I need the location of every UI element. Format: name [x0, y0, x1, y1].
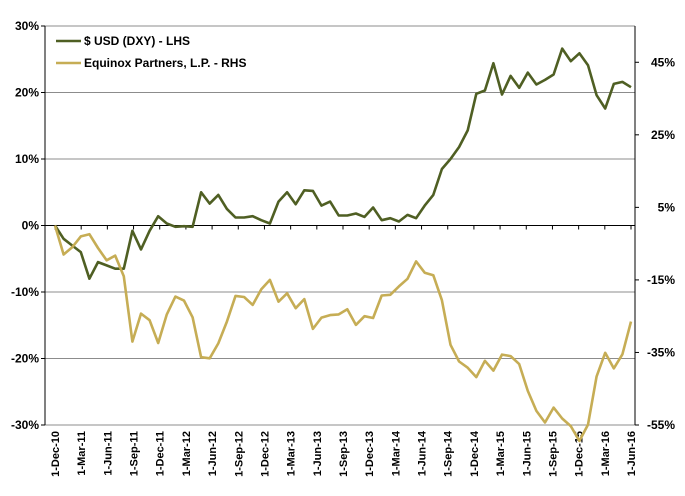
x-tick-label: 1-Mar-16 — [600, 431, 612, 476]
series-line-1 — [53, 225, 633, 443]
x-tick-label: 1-Mar-11 — [76, 431, 88, 476]
x-tick-label: 1-Dec-14 — [469, 430, 481, 477]
series-line-0 — [53, 47, 632, 281]
x-tick-label: 1-Sep-15 — [547, 431, 559, 477]
right-tick-label: -55% — [647, 418, 675, 432]
x-tick-label: 1-Mar-15 — [495, 431, 507, 476]
right-tick-label: 25% — [651, 128, 675, 142]
x-tick-label: 1-Jun-12 — [207, 431, 219, 476]
x-tick-label: 1-Jun-11 — [102, 431, 114, 476]
series-lines — [53, 47, 633, 443]
grid-lines — [45, 25, 635, 426]
x-tick-label: 1-Jun-13 — [312, 431, 324, 476]
x-tick-label: 1-Dec-11 — [155, 431, 167, 476]
right-tick-label: 45% — [651, 55, 675, 69]
left-tick-label: 20% — [15, 86, 39, 100]
x-tick-label: 1-Jun-14 — [417, 430, 429, 476]
x-tick-label: 1-Sep-11 — [129, 431, 141, 476]
right-tick-label: 5% — [658, 200, 676, 214]
right-axis-tick-labels: 45% 25% 5% -15% -35% -55% — [635, 55, 675, 432]
x-tick-label: 1-Mar-13 — [286, 431, 298, 476]
left-tick-label: 10% — [15, 152, 39, 166]
x-tick-label: 1-Dec-13 — [364, 431, 376, 477]
x-tick-label: 1-Sep-14 — [443, 430, 455, 477]
left-axis-tick-labels: 30% 20% 10% 0% -10% -20% -30% — [11, 19, 45, 432]
x-tick-label: 1-Sep-13 — [338, 431, 350, 477]
left-tick-label: -10% — [11, 285, 39, 299]
left-tick-label: 0% — [22, 219, 40, 233]
x-tick-label: 1-Jun-16 — [626, 431, 638, 476]
legend: $ USD (DXY) - LHS Equinox Partners, L.P.… — [56, 34, 246, 70]
x-tick-label: 1-Dec-15 — [574, 431, 586, 477]
left-tick-label: 30% — [15, 19, 39, 33]
x-tick-label: 1-Mar-14 — [390, 430, 402, 476]
x-tick-label: 1-Dec-12 — [259, 431, 271, 477]
right-tick-label: -35% — [647, 345, 675, 359]
x-axis-tick-labels: 1-Dec-10 1-Mar-11 1-Jun-11 1-Sep-11 1-Dec-11… — [50, 430, 638, 477]
legend-label-usd: $ USD (DXY) - LHS — [84, 34, 190, 48]
x-tick-label: 1-Jun-15 — [521, 431, 533, 476]
legend-label-equinox: Equinox Partners, L.P. - RHS — [84, 56, 246, 70]
left-tick-label: -30% — [11, 418, 39, 432]
x-tick-label: 1-Mar-12 — [181, 431, 193, 476]
x-tick-label: 1-Dec-10 — [50, 431, 62, 477]
right-tick-label: -15% — [647, 273, 675, 287]
axes — [44, 26, 636, 425]
x-tick-label: 1-Sep-12 — [233, 431, 245, 477]
left-tick-label: -20% — [11, 352, 39, 366]
